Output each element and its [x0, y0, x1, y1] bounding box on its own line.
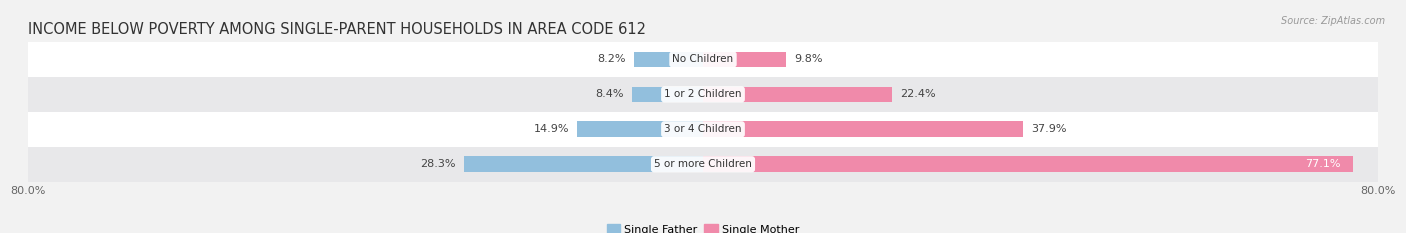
- Bar: [28, 112, 1378, 147]
- Text: 8.4%: 8.4%: [595, 89, 624, 99]
- Text: 3 or 4 Children: 3 or 4 Children: [664, 124, 742, 134]
- Bar: [703, 86, 891, 102]
- Text: INCOME BELOW POVERTY AMONG SINGLE-PARENT HOUSEHOLDS IN AREA CODE 612: INCOME BELOW POVERTY AMONG SINGLE-PARENT…: [28, 22, 647, 37]
- Text: 1 or 2 Children: 1 or 2 Children: [664, 89, 742, 99]
- Text: 14.9%: 14.9%: [533, 124, 569, 134]
- Bar: [28, 147, 1378, 182]
- Text: Source: ZipAtlas.com: Source: ZipAtlas.com: [1281, 16, 1385, 26]
- Bar: [703, 51, 786, 67]
- Bar: [634, 51, 703, 67]
- Text: 5 or more Children: 5 or more Children: [654, 159, 752, 169]
- Text: 8.2%: 8.2%: [598, 55, 626, 64]
- Text: No Children: No Children: [672, 55, 734, 64]
- Bar: [703, 121, 1022, 137]
- Legend: Single Father, Single Mother: Single Father, Single Mother: [602, 220, 804, 233]
- Text: 22.4%: 22.4%: [900, 89, 936, 99]
- Bar: [578, 121, 703, 137]
- Text: 77.1%: 77.1%: [1305, 159, 1341, 169]
- Text: 9.8%: 9.8%: [794, 55, 823, 64]
- Text: 37.9%: 37.9%: [1031, 124, 1067, 134]
- Bar: [28, 77, 1378, 112]
- Bar: [703, 156, 1354, 172]
- Bar: [28, 42, 1378, 77]
- Bar: [464, 156, 703, 172]
- Bar: [633, 86, 703, 102]
- Text: 28.3%: 28.3%: [420, 159, 456, 169]
